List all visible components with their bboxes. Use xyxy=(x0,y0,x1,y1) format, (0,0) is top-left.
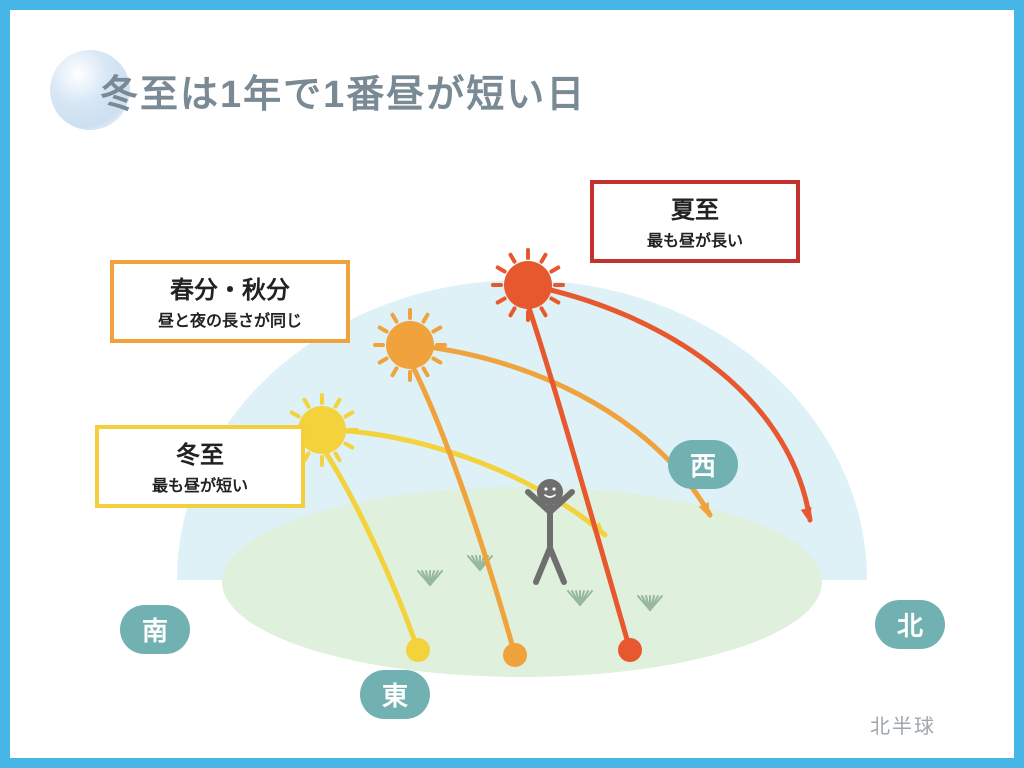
direction-south: 南 xyxy=(120,605,190,654)
direction-east: 東 xyxy=(360,670,430,719)
infobox-equinox-sub: 昼と夜の長さが同じ xyxy=(130,307,330,331)
diagram-frame: 冬至は1年で1番昼が短い日 夏至 最も昼が長い 春分・秋分 昼と夜の長さが同じ … xyxy=(0,0,1024,768)
infobox-equinox: 春分・秋分 昼と夜の長さが同じ xyxy=(110,260,350,343)
infobox-summer-title: 夏至 xyxy=(610,190,780,225)
infobox-winter-title: 冬至 xyxy=(115,435,285,470)
infobox-summer-solstice: 夏至 最も昼が長い xyxy=(590,180,800,263)
direction-north: 北 xyxy=(875,600,945,649)
infobox-summer-sub: 最も昼が長い xyxy=(610,227,780,251)
infobox-equinox-title: 春分・秋分 xyxy=(130,270,330,305)
direction-west: 西 xyxy=(668,440,738,489)
footnote-hemisphere: 北半球 xyxy=(870,710,936,739)
infobox-winter-solstice: 冬至 最も昼が短い xyxy=(95,425,305,508)
infobox-winter-sub: 最も昼が短い xyxy=(115,472,285,496)
